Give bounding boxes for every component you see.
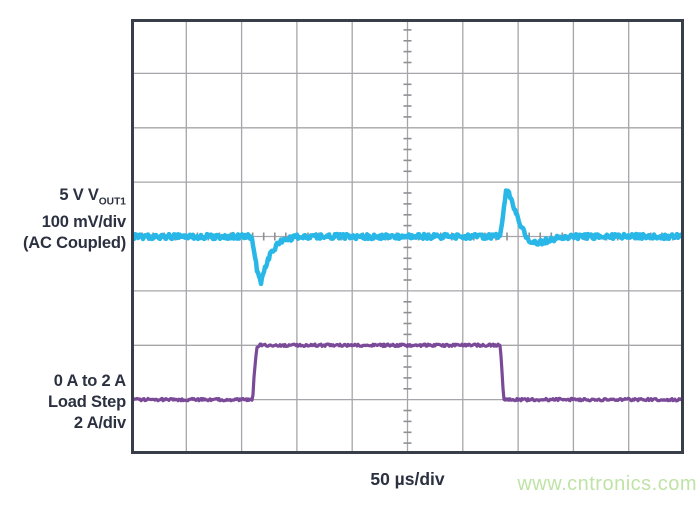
load_step-trace (131, 342, 684, 403)
channel1-subscript: OUT1 (98, 196, 126, 208)
channel2-range-text: 0 A to 2 A (53, 372, 126, 390)
channel2-label: 0 A to 2 A Load Step 2 A/div (0, 371, 126, 434)
channel2-scale-text: 2 A/div (73, 414, 126, 432)
channel1-scale-text: 100 mV/div (41, 213, 126, 232)
scope-canvas (131, 19, 684, 454)
channel1-voltage-text: 5 V V (59, 186, 99, 204)
scope-graticule (131, 19, 684, 454)
channel1-coupling-text: (AC Coupled) (23, 234, 126, 253)
timebase-label: 50 µs/div (370, 469, 445, 489)
channel2-type-text: Load Step (48, 393, 126, 411)
channel1-label: 5 V VOUT1 100 mV/div (AC Coupled) (0, 185, 126, 254)
vout1-trace (131, 188, 684, 287)
channel1-label-line1: 5 V VOUT1 (0, 185, 126, 212)
graticule-border (131, 19, 684, 454)
watermark-text: www.cntronics.com (517, 473, 697, 495)
